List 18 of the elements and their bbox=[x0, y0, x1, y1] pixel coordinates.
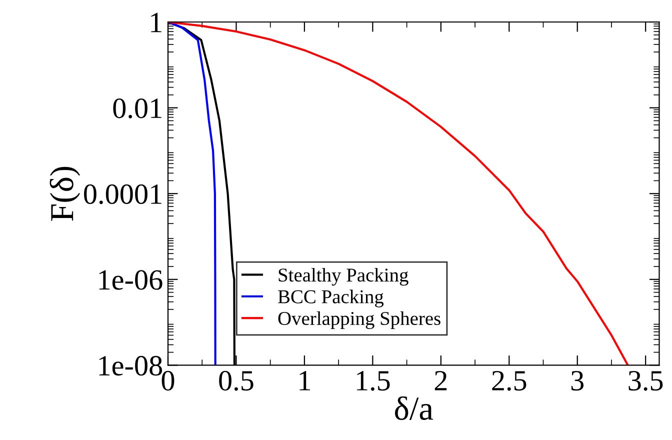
x-tick-label: 3.5 bbox=[628, 370, 663, 391]
x-tick-label: 2 bbox=[434, 370, 447, 390]
legend-label: Stealthy Packing bbox=[278, 268, 408, 286]
x-tick-label: 0.5 bbox=[219, 370, 254, 391]
x-tick-label: 3 bbox=[571, 370, 584, 391]
legend-label: Overlapping Spheres bbox=[278, 311, 440, 330]
x-tick-label: 0 bbox=[162, 370, 174, 391]
y-tick-label: 1e-06 bbox=[99, 270, 162, 290]
y-tick-label: 1 bbox=[151, 12, 162, 32]
y-axis-title: F(δ) bbox=[50, 166, 80, 221]
x-tick-label: 1 bbox=[300, 371, 310, 390]
x-tick-label: 2.5 bbox=[492, 370, 526, 391]
x-axis-title: δ/a bbox=[394, 396, 434, 420]
y-tick-label: 1e-08 bbox=[99, 356, 162, 376]
y-tick-label: 0.0001 bbox=[84, 184, 162, 204]
y-tick-label: 0.01 bbox=[113, 98, 162, 118]
legend-label: BCC Packing bbox=[278, 290, 384, 308]
x-tick-label: 1.5 bbox=[357, 371, 390, 391]
